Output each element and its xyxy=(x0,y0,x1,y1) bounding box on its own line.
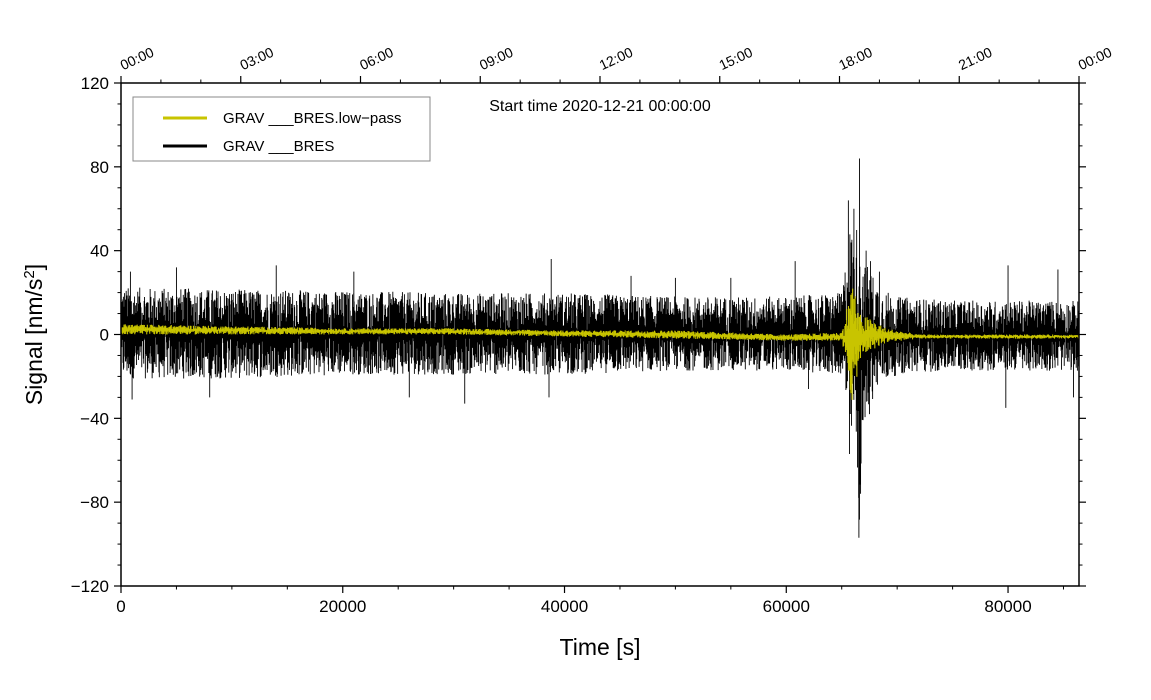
x-tick-label: 0 xyxy=(116,597,125,616)
y-axis-title: Signal [nm/s2] xyxy=(21,264,48,405)
y-tick-label: 40 xyxy=(90,242,109,261)
y-tick-label: −80 xyxy=(80,493,109,512)
y-axis-title-superscript: 2 xyxy=(21,270,38,278)
legend-label-raw: GRAV ___BRES xyxy=(223,138,334,155)
x-axis-title: Time [s] xyxy=(560,634,641,660)
top-tick-label: 00:00 xyxy=(118,44,157,73)
y-tick-label: −40 xyxy=(80,409,109,428)
legend-label-lowpass: GRAV ___BRES.low−pass xyxy=(223,110,402,127)
top-tick-label: 06:00 xyxy=(357,44,396,73)
x-tick-label: 20000 xyxy=(319,597,366,616)
top-tick-label: 21:00 xyxy=(956,44,995,73)
top-tick-label: 03:00 xyxy=(237,44,276,73)
top-tick-label: 00:00 xyxy=(1076,44,1115,73)
y-axis-title-close: ] xyxy=(21,264,47,270)
legend: GRAV ___BRES.low−pass GRAV ___BRES xyxy=(132,96,431,162)
y-tick-label: 120 xyxy=(81,74,109,93)
top-tick-label: 12:00 xyxy=(597,44,636,73)
series-group xyxy=(120,158,1080,538)
y-tick-label: −120 xyxy=(71,577,109,596)
legend-box xyxy=(132,96,431,162)
y-tick-label: 80 xyxy=(90,158,109,177)
start-time-annotation: Start time 2020-12-21 00:00:00 xyxy=(489,98,711,115)
series-raw xyxy=(120,158,1080,538)
top-tick-label: 15:00 xyxy=(716,44,755,73)
y-tick-label: 0 xyxy=(100,326,109,345)
x-tick-label: 60000 xyxy=(763,597,810,616)
x-tick-label: 80000 xyxy=(984,597,1031,616)
y-axis-title-main: Signal [nm/s xyxy=(21,279,47,406)
top-tick-label: 09:00 xyxy=(477,44,516,73)
x-tick-label: 40000 xyxy=(541,597,588,616)
top-tick-label: 18:00 xyxy=(836,44,875,73)
